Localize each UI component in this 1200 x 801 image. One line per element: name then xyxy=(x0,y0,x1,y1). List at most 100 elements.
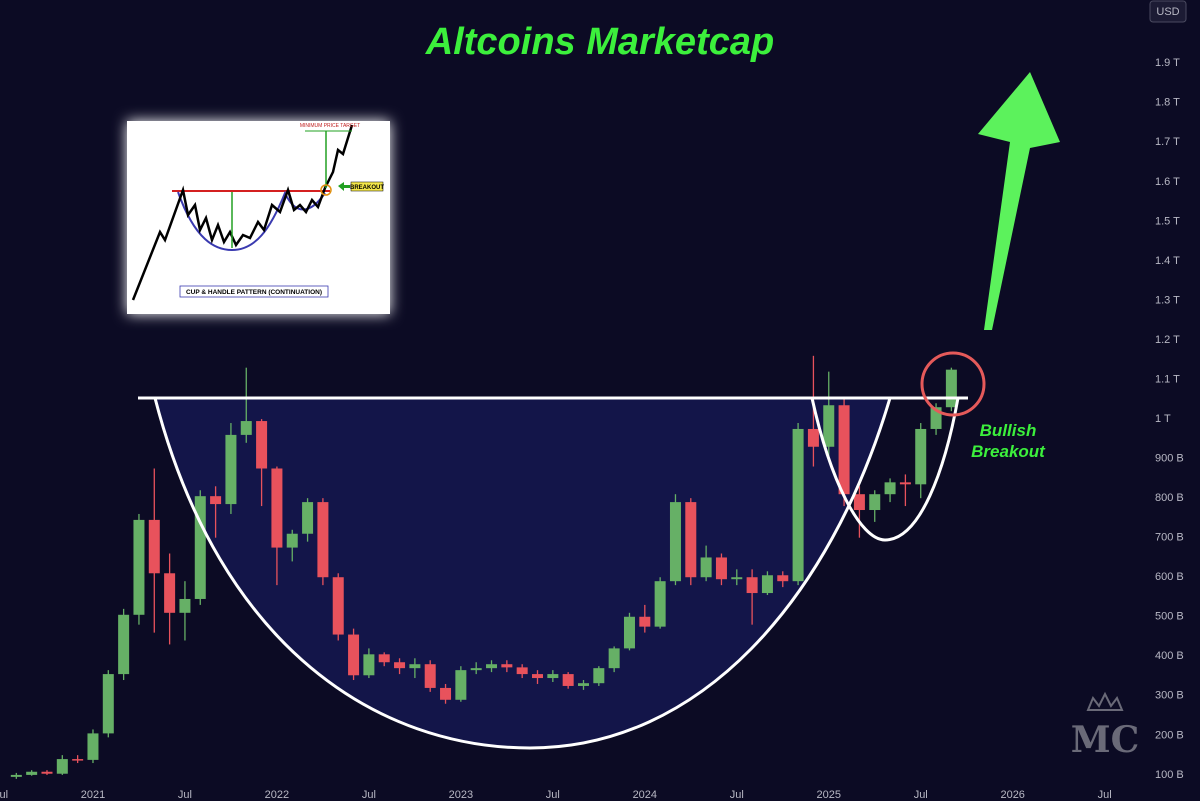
y-tick-label: 500 B xyxy=(1155,611,1184,623)
candle-body xyxy=(348,634,360,676)
candle-body xyxy=(700,557,712,578)
y-tick-label: 700 B xyxy=(1155,532,1184,544)
candle-body xyxy=(256,421,268,469)
candle-body xyxy=(302,502,314,534)
y-tick-label: 1.7 T xyxy=(1155,136,1180,148)
currency-label: USD xyxy=(1156,6,1179,18)
candle-body xyxy=(593,668,605,684)
candle-body xyxy=(102,674,114,734)
candle-body xyxy=(286,533,298,548)
y-tick-label: 1.5 T xyxy=(1155,215,1180,227)
candle-body xyxy=(685,502,697,578)
candle-body xyxy=(210,496,222,505)
logo: MC xyxy=(1071,719,1140,761)
candle-body xyxy=(516,667,528,675)
candle-body xyxy=(240,421,252,435)
y-tick-label: 100 B xyxy=(1155,769,1184,781)
x-tick-label: Jul xyxy=(730,789,744,801)
inset-caption: CUP & HANDLE PATTERN (CONTINUATION) xyxy=(186,289,322,296)
candle-body xyxy=(225,434,237,505)
candle-body xyxy=(777,575,789,582)
x-tick-label: 2024 xyxy=(633,789,657,801)
inset-arrow xyxy=(338,182,350,191)
candle-body xyxy=(562,674,574,686)
candle-body xyxy=(823,405,835,447)
inset: BREAKOUT MINIMUM PRICE TARGET CUP & HAND… xyxy=(127,121,390,314)
x-tick-label: Jul xyxy=(0,789,8,801)
y-tick-label: 800 B xyxy=(1155,492,1184,504)
cup-curve xyxy=(153,397,892,750)
candle-body xyxy=(623,616,635,649)
y-tick-label: 1.4 T xyxy=(1155,255,1180,267)
candle-body xyxy=(56,759,68,774)
inset-caption-box xyxy=(179,285,329,298)
x-tick-label: 2025 xyxy=(817,789,841,801)
candle-body xyxy=(148,519,160,574)
candle-body xyxy=(853,494,865,511)
y-tick-label: 1.8 T xyxy=(1155,97,1180,109)
candle-body xyxy=(118,614,130,675)
chart-title: Altcoins Marketcap xyxy=(425,21,774,63)
candle-body xyxy=(470,668,482,671)
x-tick-label: Jul xyxy=(546,789,560,801)
inset-price xyxy=(131,124,354,301)
currency-box xyxy=(1149,0,1187,23)
inset-breakout-label: BREAKOUT xyxy=(350,185,384,191)
y-tick-label: 1.9 T xyxy=(1155,57,1180,69)
inset-target-label: MINIMUM PRICE TARGET xyxy=(300,123,360,129)
inset-breakout-box xyxy=(350,181,384,192)
candle-body xyxy=(884,482,896,495)
x-tick-label: 2021 xyxy=(81,789,105,801)
candle-body xyxy=(532,674,544,679)
candle-body xyxy=(669,502,681,582)
candle-body xyxy=(501,664,513,668)
candle-body xyxy=(194,496,206,599)
inset-breakout xyxy=(320,184,332,196)
candle-body xyxy=(133,519,145,615)
candle-body xyxy=(486,664,498,669)
handle-curve xyxy=(810,397,960,542)
candle-body xyxy=(179,598,191,613)
candle-body xyxy=(869,494,881,511)
y-tick-label: 1.2 T xyxy=(1155,334,1180,346)
candle-body xyxy=(10,774,22,777)
inset-panel xyxy=(127,121,390,314)
candle-body xyxy=(271,468,283,548)
candles xyxy=(10,355,957,779)
candle-body xyxy=(807,428,819,447)
up-arrow xyxy=(978,72,1060,330)
candle-body xyxy=(87,733,99,760)
candle-body xyxy=(608,648,620,669)
x-tick-label: Jul xyxy=(1098,789,1112,801)
candle-body xyxy=(440,687,452,700)
candle-body xyxy=(26,771,38,775)
candle-body xyxy=(164,573,176,613)
y-tick-label: 600 B xyxy=(1155,571,1184,583)
annotation: Breakout xyxy=(971,442,1046,461)
candle-body xyxy=(930,407,942,429)
candle-body xyxy=(72,759,84,761)
candle-body xyxy=(746,577,758,594)
x-tick-label: Jul xyxy=(914,789,928,801)
candle-body xyxy=(899,482,911,485)
x-tick-label: 2023 xyxy=(449,789,473,801)
candle-body xyxy=(41,771,53,774)
candle-body xyxy=(547,674,559,679)
candle-body xyxy=(838,405,850,495)
x-tick-label: 2022 xyxy=(265,789,289,801)
cup-fill xyxy=(155,398,890,748)
candle-body xyxy=(577,683,589,686)
candle-body xyxy=(945,369,957,408)
x-tick-label: Jul xyxy=(362,789,376,801)
candle-body xyxy=(363,654,375,676)
y-tick-label: 900 B xyxy=(1155,453,1184,465)
y-tick-label: 1 T xyxy=(1155,413,1171,425)
candle-body xyxy=(332,577,344,635)
logo-crown xyxy=(1086,691,1124,711)
candle-body xyxy=(731,577,743,580)
candle-body xyxy=(915,428,927,485)
candle-body xyxy=(317,502,329,578)
candle-body xyxy=(715,557,727,580)
